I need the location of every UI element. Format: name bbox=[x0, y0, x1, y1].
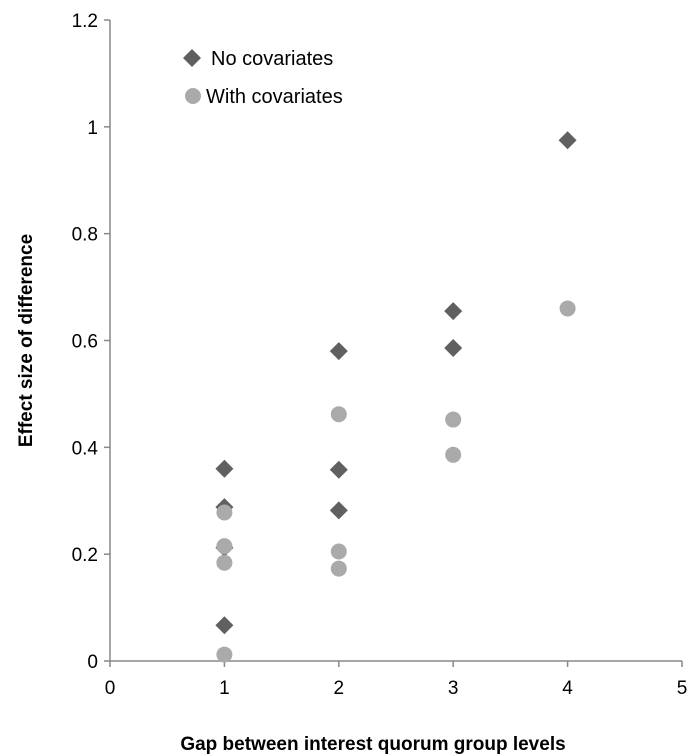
x-axis-title: Gap between interest quorum group levels bbox=[180, 734, 565, 755]
x-tick-label: 4 bbox=[562, 678, 573, 699]
no-covariates-point bbox=[444, 302, 463, 321]
with-covariates-point bbox=[216, 538, 233, 555]
with-covariates-point bbox=[445, 411, 462, 428]
with-covariates-point bbox=[216, 646, 233, 663]
y-tick-label: 0 bbox=[87, 652, 98, 673]
x-tick-label: 0 bbox=[105, 678, 116, 699]
x-tick-label: 2 bbox=[334, 678, 345, 699]
with-covariates-point bbox=[216, 504, 233, 521]
with-covariates-point bbox=[559, 300, 576, 317]
no-covariates-point bbox=[329, 342, 348, 361]
y-tick-label: 1.2 bbox=[72, 11, 98, 32]
legend-diamond-marker bbox=[183, 49, 201, 67]
x-axis-ticks: 0 1 2 3 4 5 bbox=[105, 661, 688, 699]
no-covariates-point bbox=[215, 616, 234, 635]
y-tick-label: 0.2 bbox=[72, 545, 98, 566]
data-points bbox=[215, 131, 577, 663]
legend: No covariates With covariates bbox=[183, 48, 343, 108]
axes bbox=[109, 20, 682, 662]
with-covariates-point bbox=[330, 543, 347, 560]
x-tick-label: 3 bbox=[448, 678, 459, 699]
no-covariates-point bbox=[444, 338, 463, 357]
y-axis-title: Effect size of difference bbox=[16, 234, 37, 447]
legend-circle-marker bbox=[185, 88, 201, 104]
no-covariates-point bbox=[215, 459, 234, 478]
with-covariates-point bbox=[216, 554, 233, 571]
no-covariates-point bbox=[329, 501, 348, 520]
no-covariates-point bbox=[329, 460, 348, 479]
y-tick-label: 0.6 bbox=[72, 332, 98, 353]
with-covariates-point bbox=[445, 446, 462, 463]
no-covariates-point bbox=[558, 131, 577, 150]
legend-label: No covariates bbox=[211, 48, 333, 70]
x-tick-label: 5 bbox=[677, 678, 688, 699]
legend-label: With covariates bbox=[206, 86, 343, 108]
y-tick-label: 1 bbox=[87, 118, 98, 139]
y-tick-label: 0.8 bbox=[72, 225, 98, 246]
with-covariates-point bbox=[330, 560, 347, 577]
y-tick-label: 0.4 bbox=[72, 438, 99, 459]
x-tick-label: 1 bbox=[219, 678, 230, 699]
y-axis-ticks: 0 0.2 0.4 0.6 0.8 1 1.2 bbox=[72, 11, 110, 673]
with-covariates-point bbox=[330, 406, 347, 423]
